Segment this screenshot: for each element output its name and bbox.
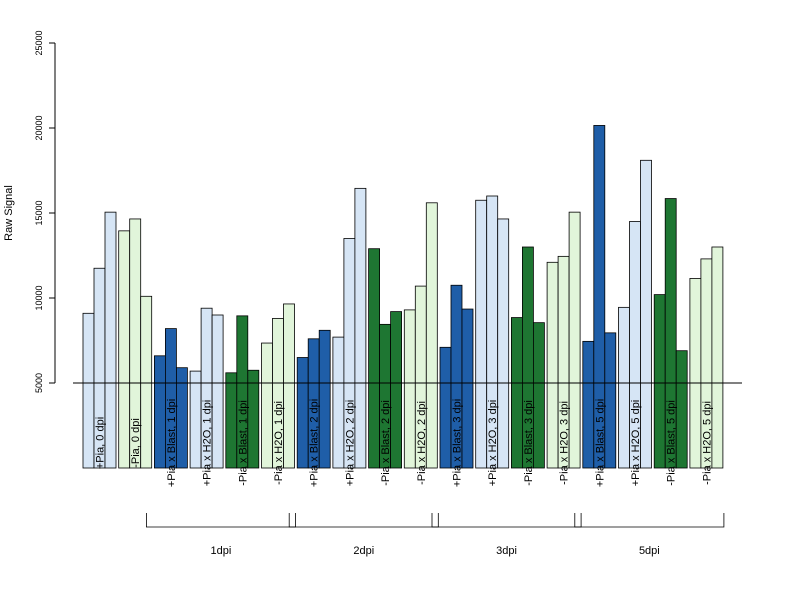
bar (664, 198, 677, 469)
bar (118, 230, 131, 469)
bar (582, 340, 595, 469)
bar (104, 211, 117, 469)
bar (247, 369, 260, 469)
bar (403, 309, 416, 469)
bar (510, 317, 523, 469)
bar (653, 294, 666, 469)
category-label: +Pia x H2O, 5 dpi (630, 400, 642, 487)
group-bracket (288, 513, 439, 528)
bar (546, 261, 559, 469)
category-label: -Pia x H2O, 5 dpi (701, 401, 713, 485)
group-label: 2dpi (353, 545, 374, 557)
bar (675, 350, 688, 469)
bar (261, 342, 273, 469)
bars (82, 125, 724, 469)
category-label: -Pia x Blast, 2 dpi (380, 400, 392, 486)
bar (211, 314, 224, 469)
bar (461, 308, 474, 469)
category-label: +Pia, 0 dpi (95, 417, 107, 469)
category-label: -Pia x Blast, 3 dpi (523, 400, 535, 486)
y-tick-label: 20000 (34, 115, 44, 140)
group-bracket (574, 513, 725, 528)
category-label: -Pia x Blast, 1 dpi (237, 400, 249, 486)
category-label: +Pia x H2O, 2 dpi (344, 400, 356, 487)
bar (568, 211, 581, 469)
bar (689, 278, 702, 469)
category-label: -Pia x H2O, 3 dpi (559, 401, 571, 485)
y-axis-title: Raw Signal (3, 185, 15, 241)
bar (318, 329, 331, 469)
bar (533, 322, 545, 469)
category-label: +Pia x Blast, 3 dpi (452, 399, 464, 487)
bar (175, 367, 188, 469)
bar (354, 187, 367, 469)
category-label: +Pia x Blast, 1 dpi (166, 399, 178, 487)
group-label: 1dpi (211, 545, 232, 557)
category-label: +Pia x Blast, 2 dpi (309, 399, 321, 487)
bar (296, 357, 309, 469)
category-label: +Pia x H2O, 3 dpi (487, 400, 499, 487)
y-tick-label: 10000 (34, 285, 44, 310)
y-tick-label: 25000 (34, 30, 44, 55)
bar (390, 311, 403, 469)
category-label: -Pia x Blast, 5 dpi (666, 400, 678, 486)
bar (225, 372, 238, 469)
bar (283, 303, 295, 469)
bar (640, 159, 652, 469)
category-label: -Pia, 0 dpi (130, 418, 142, 468)
bar (711, 246, 724, 469)
group-label: 3dpi (496, 545, 517, 557)
bar (439, 346, 452, 469)
bar (593, 125, 606, 469)
y-axis: 5000 10000 15000 20000 25000 (34, 30, 56, 393)
category-label: +Pia x H2O, 1 dpi (202, 400, 214, 487)
y-tick-label: 15000 (34, 200, 44, 225)
bar (604, 332, 617, 469)
category-label: -Pia x H2O, 2 dpi (416, 401, 428, 485)
bar (153, 355, 166, 469)
bar-labels: +Pia, 0 dpi -Pia, 0 dpi +Pia x Blast, 1 dp… (95, 399, 714, 487)
bar (140, 295, 153, 469)
bar (497, 218, 510, 469)
bar (475, 199, 488, 469)
group-brackets: 1dpi 2dpi 3dpi 5dpi (146, 513, 725, 557)
bar (368, 248, 381, 469)
bar (82, 312, 95, 469)
category-label: -Pia x H2O, 1 dpi (273, 401, 285, 485)
category-label: +Pia x Blast, 5 dpi (594, 399, 606, 487)
bar (332, 336, 345, 469)
bar (425, 202, 438, 469)
group-bracket (431, 513, 582, 528)
bar (189, 370, 202, 469)
group-label: 5dpi (639, 545, 660, 557)
y-tick-label: 5000 (34, 373, 44, 393)
group-bracket (146, 513, 296, 528)
bar (618, 306, 630, 469)
